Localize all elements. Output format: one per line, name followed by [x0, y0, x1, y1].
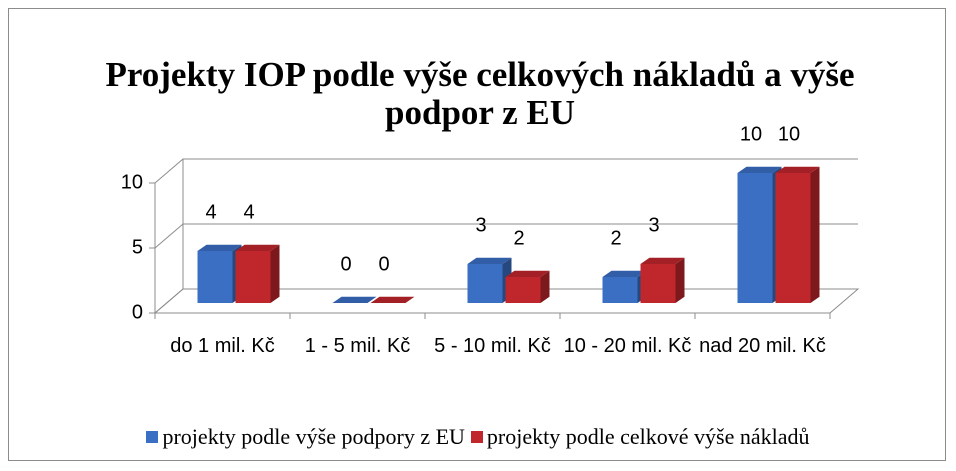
grid-line	[154, 223, 858, 249]
bar-top	[775, 166, 820, 173]
chart-title: Projekty IOP podle výše celkových náklad…	[105, 55, 855, 132]
x-tick-label: nad 20 mil. Kč	[699, 335, 826, 357]
bar-front	[737, 173, 773, 303]
bar-front	[467, 264, 503, 303]
y-tick-label: 10	[121, 171, 143, 193]
bar-top	[467, 257, 512, 264]
legend-swatch	[470, 431, 483, 443]
data-label: 4	[243, 201, 254, 223]
bar-front	[235, 251, 271, 303]
bar-top	[602, 270, 647, 277]
y-tick-label: 5	[132, 236, 143, 258]
data-label: 3	[648, 214, 659, 236]
bar	[467, 257, 512, 303]
bar-side	[270, 244, 280, 303]
bar	[332, 296, 377, 303]
bar-top	[640, 257, 685, 264]
data-label: 10	[740, 123, 762, 145]
bar	[235, 244, 280, 303]
bar-top	[332, 296, 377, 303]
x-tick-label: 1 - 5 mil. Kč	[304, 335, 411, 357]
bar-top	[235, 244, 280, 251]
x-tick-label: 10 - 20 mil. Kč	[563, 335, 692, 357]
bar-front	[640, 264, 676, 303]
bar	[370, 296, 415, 303]
legend-label: projekty podle výše podpory z EU	[162, 424, 465, 449]
grid-line	[154, 158, 858, 184]
bar-top	[370, 296, 415, 303]
data-label: 0	[340, 253, 351, 275]
y-tick-label: 0	[132, 301, 143, 323]
bar	[505, 270, 550, 303]
bar-top	[197, 244, 242, 251]
data-label: 4	[205, 201, 216, 223]
legend-swatch	[146, 431, 159, 443]
data-label: 2	[513, 227, 524, 249]
bar	[602, 270, 647, 303]
legend-label: projekty podle celkové výše nákladů	[486, 424, 810, 449]
bar-side	[540, 270, 550, 303]
data-label: 0	[378, 253, 389, 275]
bar-front	[197, 251, 233, 303]
bar-front	[505, 277, 541, 303]
chart-frame	[8, 8, 946, 461]
bar-front	[775, 173, 811, 303]
bar-top	[737, 166, 782, 173]
data-label: 3	[475, 214, 486, 236]
legend: projekty podle výše podpory z EU projekty…	[0, 424, 956, 450]
bar	[640, 257, 685, 303]
bar-top	[505, 270, 550, 277]
bar	[737, 166, 782, 303]
bar	[197, 244, 242, 303]
bar-front	[602, 277, 638, 303]
data-label: 2	[610, 227, 621, 249]
legend-item: projekty podle celkové výše nákladů	[470, 424, 810, 450]
data-label: 10	[778, 123, 800, 145]
bar	[775, 166, 820, 303]
bar-side	[810, 166, 820, 303]
x-tick-label: do 1 mil. Kč	[170, 335, 275, 357]
x-tick-label: 5 - 10 mil. Kč	[434, 335, 551, 357]
legend-item: projekty podle výše podpory z EU	[146, 424, 465, 450]
bar-side	[675, 257, 685, 303]
